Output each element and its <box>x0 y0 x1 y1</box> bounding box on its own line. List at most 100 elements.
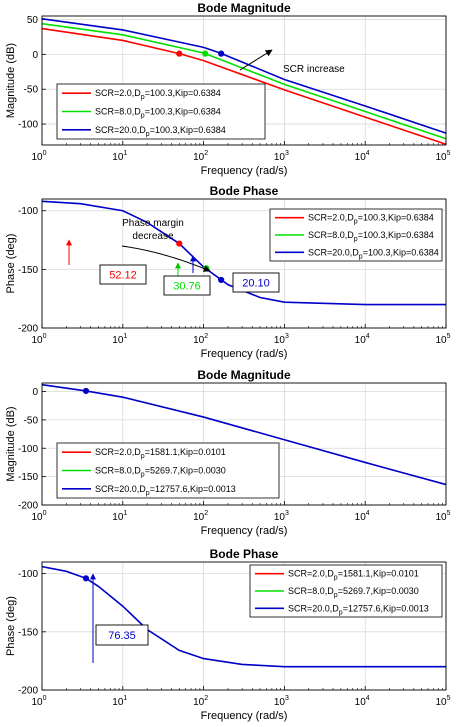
x-axis-label: Frequency (rad/s) <box>201 525 288 537</box>
x-tick-label: 101 <box>112 510 127 523</box>
chart-title: Bode Phase <box>210 184 279 198</box>
data-marker-1 <box>82 387 90 395</box>
legend: SCR=2.0,Dp=1581.1,Kip=0.0101 SCR=8.0,Dp=5… <box>249 564 443 618</box>
x-tick-label: 101 <box>112 333 127 346</box>
x-tick-label: 101 <box>112 695 127 708</box>
legend: SCR=2.0,Dp=1581.1,Kip=0.0101 SCR=8.0,Dp=5… <box>56 442 280 499</box>
x-tick-label: 104 <box>355 150 370 163</box>
y-tick-label: -200 <box>18 324 38 335</box>
x-tick-label: 100 <box>31 695 46 708</box>
legend-entry-3: SCR=20.0,Dp=100.3,Kip=0.6384 <box>308 247 439 260</box>
legend-entry-1: SCR=2.0,Dp=1581.1,Kip=0.0101 <box>95 447 226 460</box>
x-tick-label: 102 <box>193 695 208 708</box>
axes-frame <box>41 15 447 146</box>
y-axis-label: Magnitude (dB) <box>5 406 17 481</box>
value-box-1 <box>99 264 147 285</box>
data-marker-1 <box>176 240 183 247</box>
legend: SCR=2.0,Dp=100.3,Kip=0.6384 SCR=8.0,Dp=10… <box>56 83 266 140</box>
series-line-2 <box>41 22 447 140</box>
x-tick-label: 105 <box>435 510 450 523</box>
y-tick-label: -100 <box>18 120 38 131</box>
annotation-arrow <box>121 245 211 272</box>
x-tick-label: 103 <box>274 695 289 708</box>
value-label-1: 52.12 <box>109 270 137 282</box>
data-marker-1 <box>176 50 183 57</box>
axes-frame <box>41 198 447 329</box>
value-box-1 <box>95 624 149 646</box>
y-tick-label: 50 <box>27 15 39 26</box>
y-tick-label: -100 <box>18 206 38 217</box>
data-marker-2 <box>202 50 209 57</box>
data-marker-3 <box>218 50 225 57</box>
y-tick-label: -100 <box>18 569 38 580</box>
chart-title: Bode Magnitude <box>197 368 291 382</box>
value-label-2: 30.76 <box>173 281 201 293</box>
x-tick-label: 105 <box>435 150 450 163</box>
legend-entry-1: SCR=2.0,Dp=100.3,Kip=0.6384 <box>308 213 434 226</box>
x-tick-label: 103 <box>274 333 289 346</box>
y-tick-label: -50 <box>24 85 39 96</box>
value-box-2 <box>163 275 211 296</box>
x-tick-label: 104 <box>355 333 370 346</box>
annotation-arrow <box>239 49 273 71</box>
legend-entry-1: SCR=2.0,Dp=100.3,Kip=0.6384 <box>95 88 221 101</box>
x-axis-label: Frequency (rad/s) <box>201 165 288 177</box>
legend-box <box>56 83 266 140</box>
legend-entry-1: SCR=2.0,Dp=1581.1,Kip=0.0101 <box>288 569 419 582</box>
legend-entry-2: SCR=8.0,Dp=100.3,Kip=0.6384 <box>308 230 434 243</box>
x-tick-label: 100 <box>31 333 46 346</box>
legend: SCR=2.0,Dp=100.3,Kip=0.6384 SCR=8.0,Dp=10… <box>269 208 443 262</box>
value-label-1: 76.35 <box>108 630 136 642</box>
x-tick-label: 104 <box>355 695 370 708</box>
annotation-text: SCR increase <box>283 64 345 75</box>
x-tick-label: 102 <box>193 150 208 163</box>
x-tick-label: 103 <box>274 510 289 523</box>
x-axis-label: Frequency (rad/s) <box>201 710 288 722</box>
axes-frame <box>41 561 447 691</box>
x-tick-label: 105 <box>435 695 450 708</box>
chart-panel-1: 50 0 -50 -100 100 101 102 103 104 105 Bode Magnitu… <box>5 1 451 177</box>
annotation-text-1: Phase margin <box>122 218 184 229</box>
axes-frame <box>41 382 447 506</box>
y-axis-label: Phase (deg) <box>5 234 17 294</box>
y-tick-label: 0 <box>32 50 38 61</box>
x-tick-label: 104 <box>355 510 370 523</box>
x-tick-label: 102 <box>193 333 208 346</box>
legend-entry-3: SCR=20.0,Dp=100.3,Kip=0.6384 <box>95 125 226 138</box>
y-axis-label: Magnitude (dB) <box>5 43 17 118</box>
x-tick-label: 105 <box>435 333 450 346</box>
legend-entry-3: SCR=20.0,Dp=12757.6,Kip=0.0013 <box>95 484 236 497</box>
data-marker-3 <box>218 276 225 284</box>
series-line-1 <box>41 565 446 668</box>
annotation-text-2: decrease <box>132 231 174 242</box>
x-axis-label: Frequency (rad/s) <box>201 348 288 360</box>
value-label-3: 20.10 <box>242 278 270 290</box>
y-axis-label: Phase (deg) <box>5 596 17 656</box>
chart-title: Bode Magnitude <box>197 1 291 15</box>
legend-entry-2: SCR=8.0,Dp=100.3,Kip=0.6384 <box>95 107 221 120</box>
legend-box <box>56 442 280 499</box>
y-tick-label: -200 <box>18 501 38 512</box>
legend-entry-3: SCR=20.0,Dp=12757.6,Kip=0.0013 <box>288 603 429 616</box>
legend-entry-2: SCR=8.0,Dp=5269.7,Kip=0.0030 <box>95 466 226 479</box>
x-tick-label: 103 <box>274 150 289 163</box>
y-tick-label: -150 <box>18 472 38 483</box>
value-box-3 <box>232 272 280 293</box>
y-tick-label: -200 <box>18 686 38 697</box>
x-tick-label: 102 <box>193 510 208 523</box>
y-tick-label: -150 <box>18 265 38 276</box>
legend-entry-2: SCR=8.0,Dp=5269.7,Kip=0.0030 <box>288 586 419 599</box>
y-tick-label: -50 <box>24 415 39 426</box>
x-tick-label: 100 <box>31 510 46 523</box>
x-tick-label: 100 <box>31 150 46 163</box>
y-tick-label: 0 <box>32 387 38 398</box>
series-line-1 <box>41 27 447 146</box>
data-marker-1 <box>82 575 90 582</box>
x-tick-label: 101 <box>112 150 127 163</box>
y-tick-label: -100 <box>18 444 38 455</box>
y-tick-label: -150 <box>18 627 38 638</box>
